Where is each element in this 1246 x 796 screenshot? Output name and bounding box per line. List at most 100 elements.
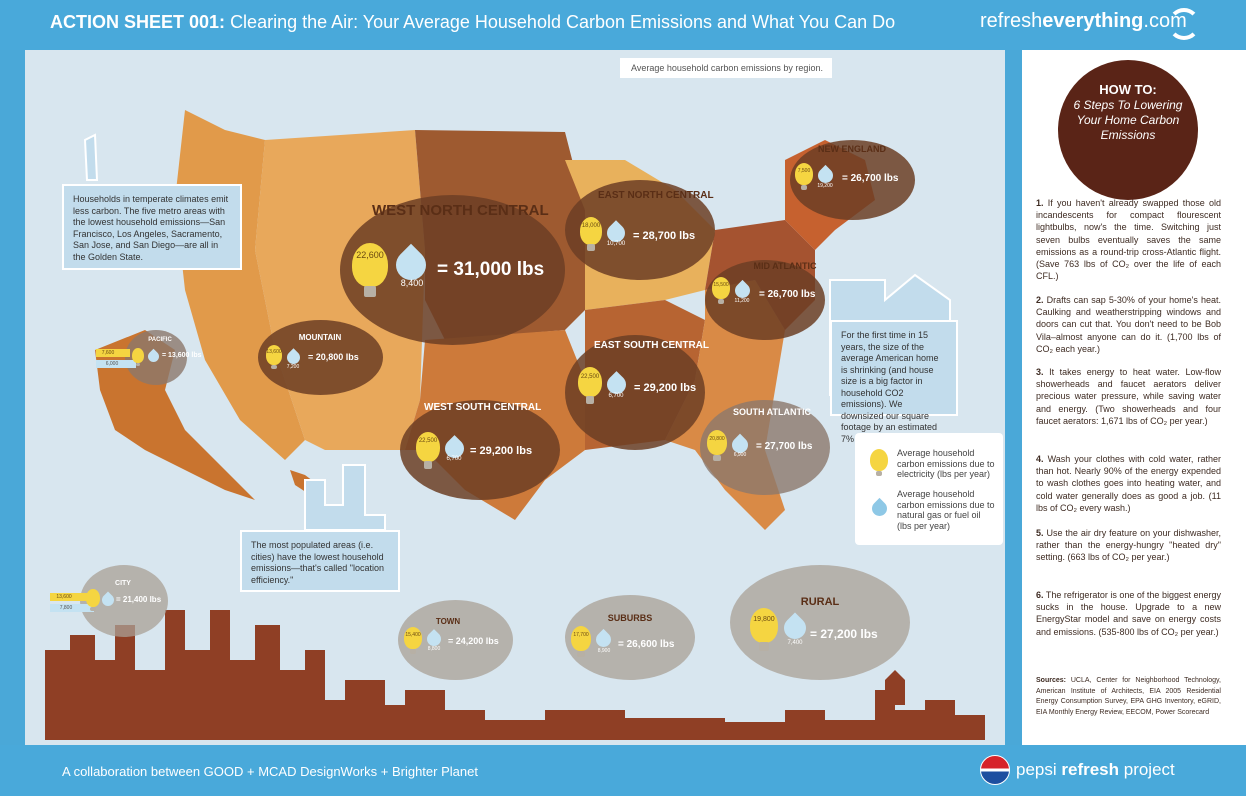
enc-fuel-value: 10,700	[606, 241, 626, 247]
header-bar: ACTION SHEET 001: Clearing the Air: Your…	[0, 0, 1246, 50]
city-electric-tag	[50, 593, 88, 601]
city-total: = 21,400 lbs	[116, 595, 162, 604]
wsc-bulb-icon	[416, 432, 440, 469]
brand-link[interactable]: refresheverything.com	[980, 10, 1187, 33]
ne-fuel-value: 19,200	[817, 183, 833, 189]
rural-total: = 27,200 lbs	[810, 627, 878, 641]
step-3: 3. It takes energy to heat water. Low-fl…	[1036, 366, 1221, 427]
mountain-electric-value: 13,600	[266, 349, 282, 355]
esc-total: = 29,200 lbs	[634, 382, 697, 394]
ma-bubble	[705, 260, 825, 340]
step-number: 3.	[1036, 367, 1044, 377]
wnc-total: = 31,000 lbs	[437, 259, 545, 280]
city-fuel-value: 7,800	[59, 605, 73, 611]
ma-total: = 26,700 lbs	[759, 289, 816, 300]
legend-electric-text: Average household carbon emissions due t…	[897, 448, 995, 480]
enc-electric-value: 18,000	[581, 223, 601, 229]
sa-total: = 27,700 lbs	[756, 441, 813, 452]
pacific-fuel-tag	[96, 360, 136, 368]
wnc-label: WEST NORTH CENTRAL	[372, 202, 549, 219]
sources-label: Sources:	[1036, 677, 1066, 684]
step-number: 5.	[1036, 528, 1044, 538]
map-caption: Average household carbon emissions by re…	[620, 58, 832, 78]
step-number: 4.	[1036, 454, 1044, 464]
brand-bold: everything	[1042, 10, 1144, 32]
howto-badge: HOW TO: 6 Steps To Lowering Your Home Ca…	[1058, 60, 1198, 200]
rural-bulb-icon	[750, 608, 778, 651]
brand-plain: refresh	[980, 10, 1043, 32]
esc-fuel-value: 6,700	[608, 393, 624, 399]
step-1: 1. If you haven't already swapped those …	[1036, 197, 1221, 283]
enc-label: EAST NORTH CENTRAL	[598, 190, 714, 201]
sa-fuel-value: 6,900	[733, 452, 747, 458]
esc-electric-value: 22,500	[580, 374, 600, 380]
step-text: Use the air dry feature on your dishwash…	[1036, 528, 1221, 563]
step-number: 1.	[1036, 198, 1044, 208]
step-6: 6. The refrigerator is one of the bigges…	[1036, 589, 1221, 638]
step-text: It takes energy to heat water. Low-flow …	[1036, 367, 1221, 426]
step-text: The refrigerator is one of the biggest e…	[1036, 590, 1221, 637]
enc-total: = 28,700 lbs	[633, 230, 696, 242]
wsc-electric-value: 22,500	[418, 438, 438, 444]
sources-text: UCLA, Center for Neighborhood Technology…	[1036, 677, 1221, 716]
wsc-label: WEST SOUTH CENTRAL	[424, 402, 542, 413]
suburbs-total: = 26,600 lbs	[618, 639, 675, 650]
page-title: ACTION SHEET 001: Clearing the Air: Your…	[50, 12, 895, 33]
step-number: 6.	[1036, 590, 1044, 600]
suburbs-electric-value: 17,700	[573, 632, 589, 638]
town-fuel-value: 8,800	[427, 646, 441, 652]
skyline-silhouette	[45, 610, 985, 740]
step-5: 5. Use the air dry feature on your dishw…	[1036, 527, 1221, 564]
pepsi-suffix: project	[1119, 760, 1175, 779]
pacific-electric-tag	[96, 349, 130, 357]
howto-title: HOW TO:	[1099, 82, 1157, 97]
ne-electric-value: 7,500	[797, 168, 811, 174]
ma-bulb-icon	[712, 277, 730, 304]
step-text: If you haven't already swapped those old…	[1036, 198, 1221, 282]
mountain-label: MOUNTAIN	[298, 333, 342, 342]
wsc-total: = 29,200 lbs	[470, 445, 533, 457]
mountain-total: = 20,800 lbs	[308, 352, 359, 362]
wnc-fuel-value: 8,400	[400, 278, 424, 288]
pacific-total: = 13,600 lbs	[162, 352, 202, 359]
pacific-label: PACIFIC	[148, 337, 172, 343]
legend-fuel-text: Average household carbon emissions due t…	[897, 489, 995, 531]
city-electric-value: 13,600	[56, 594, 72, 600]
town-bulb-icon	[404, 627, 422, 654]
rural-fuel-value: 7,400	[787, 640, 803, 646]
town-electric-value: 15,400	[405, 632, 421, 638]
esc-bulb-icon	[578, 367, 602, 404]
city-bulb-icon	[86, 589, 100, 611]
city-label: CITY	[115, 580, 131, 587]
suburbs-label: SUBURBS	[607, 613, 653, 623]
step-text: Wash your clothes with cold water, rathe…	[1036, 454, 1221, 513]
esc-label: EAST SOUTH CENTRAL	[594, 340, 709, 351]
town-label: TOWN	[435, 617, 461, 626]
howto-subtitle: 6 Steps To Lowering Your Home Carbon Emi…	[1073, 98, 1183, 143]
step-text: Drafts can sap 5-30% of your home's heat…	[1036, 295, 1221, 354]
mountain-fuel-value: 7,200	[286, 364, 300, 370]
pepsi-bold: refresh	[1061, 760, 1120, 779]
ne-total: = 26,700 lbs	[842, 173, 899, 184]
ne-bulb-icon	[795, 163, 813, 190]
town-total: = 24,200 lbs	[448, 636, 499, 646]
pepsi-refresh-link[interactable]: pepsi refresh project	[1016, 760, 1175, 780]
sa-label: SOUTH ATLANTIC	[733, 407, 811, 417]
ne-label: NEW ENGLAND	[818, 144, 886, 154]
collaboration-credit: A collaboration between GOOD + MCAD Desi…	[62, 764, 478, 779]
sa-electric-value: 20,800	[709, 436, 725, 442]
sa-bulb-icon	[707, 430, 727, 461]
pacific-electric-value: 7,600	[101, 350, 115, 356]
step-number: 2.	[1036, 295, 1044, 305]
legend-drop-icon	[868, 497, 891, 520]
wnc-electric-value: 22,600	[356, 250, 384, 260]
mountain-bulb-icon	[266, 345, 282, 370]
wsc-fuel-value: 6,700	[446, 456, 462, 462]
city-buildings-icon	[304, 464, 386, 531]
legend: Average household carbon emissions due t…	[855, 433, 1003, 545]
palm-tree-icon	[83, 133, 99, 181]
enc-bulb-icon	[580, 217, 602, 252]
suburbs-fuel-value: 8,900	[597, 648, 611, 654]
suburbs-bulb-icon	[571, 626, 591, 657]
ma-fuel-value: 11,200	[734, 298, 750, 304]
